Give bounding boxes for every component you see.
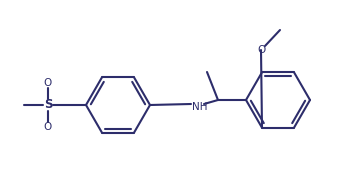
Text: O: O xyxy=(257,45,265,55)
Text: O: O xyxy=(44,78,52,88)
Text: S: S xyxy=(44,98,52,112)
Text: O: O xyxy=(44,122,52,132)
Text: NH: NH xyxy=(192,102,208,112)
